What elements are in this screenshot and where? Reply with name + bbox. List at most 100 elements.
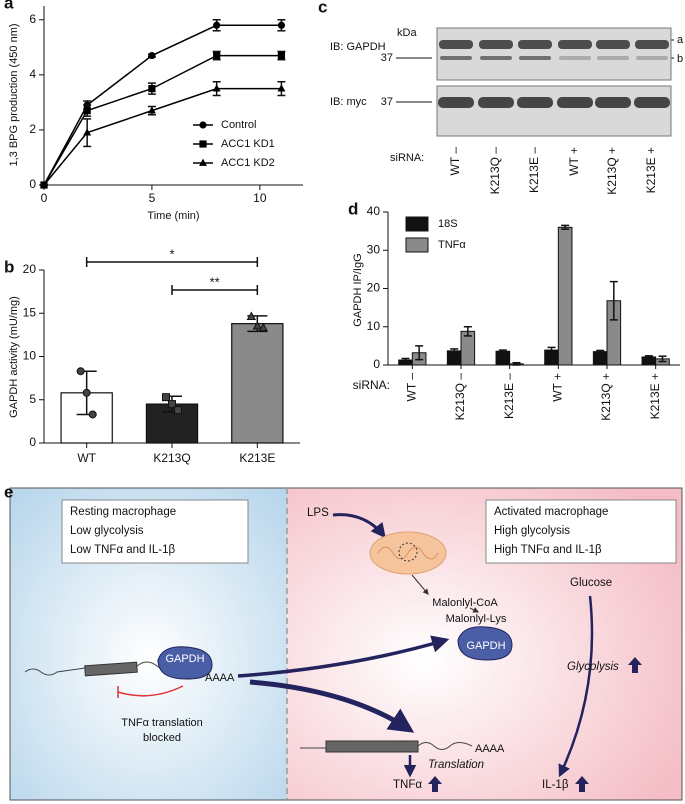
band <box>597 56 629 60</box>
cristae <box>377 546 439 560</box>
lane-label: K213Q – <box>488 147 502 195</box>
activated-text: High glycolysis <box>494 525 570 537</box>
y-tick-label: 0 <box>373 357 380 371</box>
data-point <box>174 406 182 415</box>
band <box>559 56 591 60</box>
arrow <box>469 607 480 613</box>
band <box>517 97 553 108</box>
malonyl-lys: Malonlyl-Lys <box>446 613 507 625</box>
resting-box <box>61 499 249 564</box>
y-tick-label: 6 <box>29 12 36 26</box>
activated-text: High TNFα and IL-1β <box>494 544 602 556</box>
data-point <box>252 320 263 330</box>
point <box>148 51 156 60</box>
data-point <box>168 400 176 409</box>
x-tick-label: K213E <box>239 451 275 465</box>
diagram-border <box>9 487 683 801</box>
band-label: a <box>677 34 684 46</box>
polya: AAAA <box>475 743 505 755</box>
release-arrow <box>249 679 415 733</box>
band <box>478 97 514 108</box>
point <box>277 51 286 60</box>
y-tick-label: 10 <box>23 349 37 363</box>
x-tick-label: K213E + <box>648 373 662 419</box>
y-tick-label: 20 <box>367 281 381 295</box>
activated-text: Activated macrophage <box>494 506 608 518</box>
y-tick-label: 2 <box>29 122 36 136</box>
release-arrow <box>237 635 450 678</box>
y-tick-label: 20 <box>23 262 37 276</box>
y-tick-label: 5 <box>29 392 36 406</box>
y-axis-label: 1,3 BPG production (450 nm) <box>8 23 20 166</box>
lane-label: K213E + <box>644 147 658 193</box>
legend-label: ACC1 KD1 <box>221 138 275 150</box>
lane-title: siRNA: <box>390 152 424 164</box>
inhibition <box>117 685 184 698</box>
y-tick-label: 4 <box>29 67 36 81</box>
glycolysis: Glycolysis <box>567 661 619 673</box>
point <box>277 21 286 29</box>
point <box>212 84 221 92</box>
point <box>40 180 48 188</box>
point <box>148 85 156 93</box>
panel-label: c <box>318 0 327 16</box>
data-point <box>82 388 91 397</box>
resting-text: Low TNFα and IL-1β <box>70 544 175 556</box>
resting-text: Low glycolysis <box>70 525 144 537</box>
x-tick-label: WT + <box>551 373 565 402</box>
y-axis-label: GAPDH IP/IgG <box>352 253 364 326</box>
blot-membrane <box>436 27 672 81</box>
gapdh-label: GAPDH <box>165 653 204 665</box>
y-tick-label: 0 <box>29 177 36 191</box>
cds <box>325 740 419 753</box>
panel-label: d <box>348 199 358 218</box>
band <box>480 56 512 60</box>
lane-label: K213Q + <box>605 147 619 195</box>
y-tick-label: 40 <box>367 204 381 218</box>
bar <box>592 351 608 366</box>
up-arrow <box>575 776 589 792</box>
arrow <box>411 574 429 595</box>
malonyl-coa: Malonlyl-CoA <box>432 597 498 609</box>
x-tick-label: K213Q <box>153 451 190 465</box>
legend-label: 18S <box>438 218 458 230</box>
band <box>595 97 631 108</box>
legend-swatch <box>405 216 429 232</box>
band <box>634 97 670 108</box>
band <box>558 40 592 49</box>
line <box>43 87 282 186</box>
glucose: Glucose <box>570 577 612 589</box>
bar <box>495 350 511 366</box>
point <box>147 106 156 114</box>
point <box>213 21 221 29</box>
legend-marker <box>199 158 207 166</box>
lps: LPS <box>307 507 329 519</box>
band <box>479 40 513 49</box>
up-arrow <box>628 657 642 673</box>
point <box>213 51 221 60</box>
lane-label: K213E – <box>527 147 541 193</box>
mw-marker: 37 <box>381 96 393 108</box>
blocked-text: blocked <box>143 732 181 744</box>
legend-marker <box>199 121 207 129</box>
lane-label: WT + <box>567 147 581 176</box>
lane-label: WT – <box>448 147 462 176</box>
gapdh-protein <box>457 626 513 661</box>
unit: kDa <box>397 27 417 39</box>
panel-label: e <box>4 482 13 501</box>
data-point <box>246 311 257 321</box>
legend-label: ACC1 KD2 <box>221 157 275 169</box>
x-tick-label: WT <box>77 451 96 465</box>
data-point <box>258 322 269 332</box>
data-point <box>162 393 170 402</box>
y-tick-label: 30 <box>367 242 381 256</box>
x-tick-label: K213Q – <box>453 373 467 421</box>
lps-arrow <box>332 513 386 539</box>
significance-label: * <box>169 246 174 261</box>
bar <box>231 323 284 444</box>
polya: AAAA <box>205 672 235 684</box>
matrix <box>398 542 418 562</box>
gapdh-protein <box>157 646 213 680</box>
y-tick-label: 15 <box>23 305 37 319</box>
